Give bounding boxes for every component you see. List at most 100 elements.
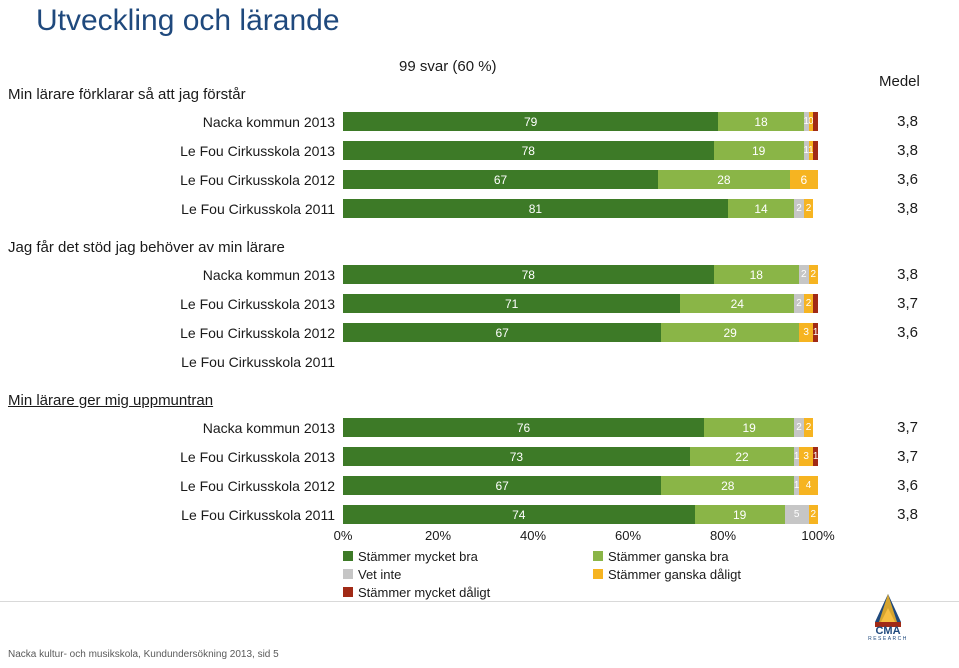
bar-segment: 1: [813, 447, 818, 466]
bar-row: Le Fou Cirkusskola 20137124223,7: [0, 289, 959, 318]
bar-segment: 29: [661, 323, 799, 342]
bar-segment: 67: [343, 476, 661, 495]
legend-swatch: [593, 551, 603, 561]
bar-segment: 67: [343, 170, 658, 189]
axis-tick-label: 100%: [801, 528, 834, 543]
legend-label: Stämmer mycket dåligt: [358, 585, 490, 600]
row-label: Nacka kommun 2013: [0, 420, 343, 436]
bar-row: Le Fou Cirkusskola 2011: [0, 347, 959, 376]
bar-segment: 3: [799, 323, 813, 342]
legend-label: Stämmer ganska dåligt: [608, 567, 741, 582]
bar-segment: 73: [343, 447, 690, 466]
bar-segment: 24: [680, 294, 794, 313]
bar-segment: 2: [804, 199, 814, 218]
axis-tick-label: 40%: [520, 528, 546, 543]
page-title: Utveckling och lärande: [36, 4, 340, 38]
legend-item: Stämmer mycket bra: [343, 547, 593, 565]
stacked-bar: [343, 352, 818, 371]
stacked-bar: 811422: [343, 199, 818, 218]
row-label: Le Fou Cirkusskola 2011: [0, 354, 343, 370]
bar-row: Le Fou Cirkusskola 2012672863,6: [0, 165, 959, 194]
bar-segment: 18: [714, 265, 800, 284]
bar-segment: 14: [728, 199, 795, 218]
bar-row: Nacka kommun 20137619223,7: [0, 413, 959, 442]
medel-value: 3,8: [818, 266, 918, 283]
bar-segment: [813, 294, 818, 313]
legend-swatch: [343, 551, 353, 561]
legend-swatch: [593, 569, 603, 579]
bar-segment: 71: [343, 294, 680, 313]
axis-tick-label: 80%: [710, 528, 736, 543]
bar-segment: 1: [813, 323, 818, 342]
bar-segment: 19: [714, 141, 804, 160]
stacked-bar: 781822: [343, 265, 818, 284]
bar-segment: 6: [790, 170, 818, 189]
bar-row: Le Fou Cirkusskola 20137819113,8: [0, 136, 959, 165]
footer-text: Nacka kultur- och musikskola, Kundunders…: [8, 649, 279, 660]
legend-item: Stämmer ganska bra: [593, 547, 843, 565]
bar-segment: [813, 112, 818, 131]
medel-value: 3,6: [818, 171, 918, 188]
bar-segment: 2: [799, 265, 809, 284]
bar-row: Le Fou Cirkusskola 20118114223,8: [0, 194, 959, 223]
bar-segment: 2: [794, 418, 804, 437]
row-label: Le Fou Cirkusskola 2012: [0, 172, 343, 188]
stacked-bar: 781911: [343, 141, 818, 160]
axis-tick-label: 20%: [425, 528, 451, 543]
legend-swatch: [343, 587, 353, 597]
bar-segment: 2: [794, 199, 804, 218]
stacked-bar: 791810: [343, 112, 818, 131]
row-label: Nacka kommun 2013: [0, 267, 343, 283]
stacked-bar: 741952: [343, 505, 818, 524]
medel-value: 3,8: [818, 142, 918, 159]
bar-segment: 2: [804, 418, 814, 437]
response-count-label: 99 svar (60 %): [399, 58, 497, 75]
bar-segment: 19: [704, 418, 794, 437]
bar-segment: 78: [343, 265, 714, 284]
bar-segment: 2: [809, 265, 819, 284]
bar-row: Nacka kommun 20137818223,8: [0, 260, 959, 289]
legend-item: Stämmer ganska dåligt: [593, 565, 843, 583]
bar-segment: [813, 141, 818, 160]
bar-segment: 4: [799, 476, 818, 495]
bar-row: Le Fou Cirkusskola 20126729313,6: [0, 318, 959, 347]
footer-divider: [0, 601, 959, 602]
question-label: Min lärare förklarar så att jag förstår: [0, 80, 959, 107]
bar-segment: 28: [661, 476, 794, 495]
medel-value: 3,7: [818, 295, 918, 312]
stacked-bar: 761922: [343, 418, 818, 437]
legend-swatch: [343, 569, 353, 579]
row-label: Le Fou Cirkusskola 2013: [0, 143, 343, 159]
legend-item: Vet inte: [343, 565, 593, 583]
medel-value: 3,8: [818, 113, 918, 130]
axis-tick-label: 0%: [334, 528, 353, 543]
medel-value: 3,6: [818, 477, 918, 494]
bar-segment: 76: [343, 418, 704, 437]
bar-row: Le Fou Cirkusskola 20117419523,8: [0, 500, 959, 529]
chart-area: Min lärare förklarar så att jag förstår N…: [0, 80, 959, 539]
logo-text-bottom: RESEARCH: [868, 636, 908, 640]
stacked-bar: 672814: [343, 476, 818, 495]
bar-row: Le Fou Cirkusskola 201373221313,7: [0, 442, 959, 471]
stacked-bar: 672931: [343, 323, 818, 342]
question-label: Jag får det stöd jag behöver av min lära…: [0, 233, 959, 260]
bar-segment: 74: [343, 505, 695, 524]
medel-value: 3,7: [818, 419, 918, 436]
row-label: Nacka kommun 2013: [0, 114, 343, 130]
medel-value: 3,8: [818, 200, 918, 217]
bar-segment: 67: [343, 323, 661, 342]
stacked-bar: 67286: [343, 170, 818, 189]
stacked-bar: 712422: [343, 294, 818, 313]
legend-label: Stämmer ganska bra: [608, 549, 729, 564]
row-label: Le Fou Cirkusskola 2013: [0, 296, 343, 312]
row-label: Le Fou Cirkusskola 2011: [0, 201, 343, 217]
medel-value: 3,8: [818, 506, 918, 523]
bar-segment: 18: [718, 112, 804, 131]
bar-segment: 28: [658, 170, 790, 189]
medel-value: 3,6: [818, 324, 918, 341]
axis-tick-label: 60%: [615, 528, 641, 543]
x-axis: 0%20%40%60%80%100%: [343, 528, 818, 546]
bar-segment: 2: [794, 294, 804, 313]
medel-value: 3,7: [818, 448, 918, 465]
cma-research-logo: CMA RESEARCH: [833, 592, 943, 640]
